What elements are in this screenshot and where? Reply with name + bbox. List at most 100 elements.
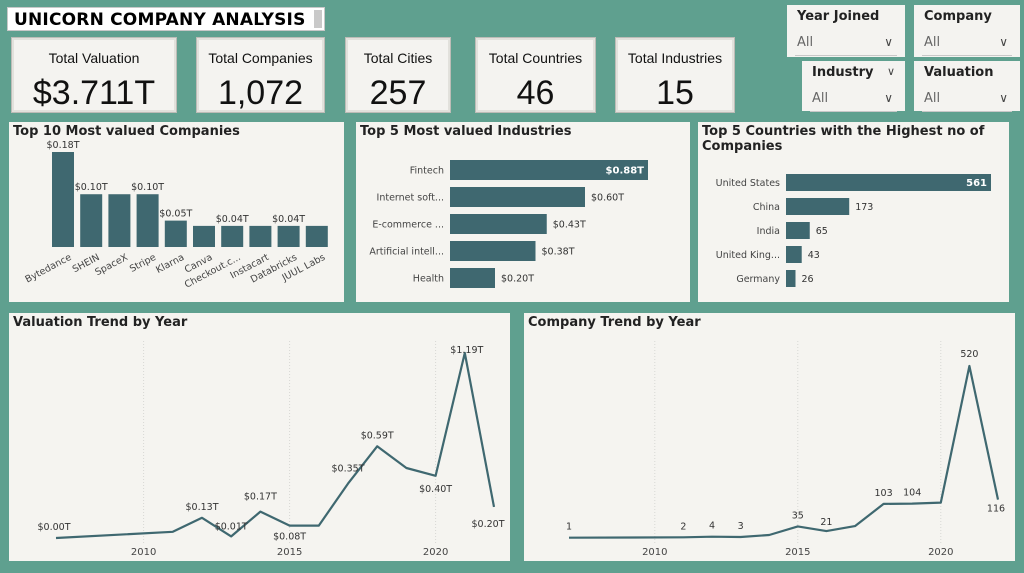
series-line bbox=[568, 364, 1000, 539]
card-total-countries: Total Countries 46 bbox=[475, 37, 596, 113]
y-tick-label: United States bbox=[716, 178, 780, 189]
slicer-underline bbox=[922, 111, 1012, 112]
data-label: 116 bbox=[987, 504, 1005, 515]
data-label: $0.00T bbox=[38, 522, 71, 533]
card-total-valuation: Total Valuation $3.711T bbox=[11, 37, 177, 113]
card-label: Total Cities bbox=[363, 50, 433, 66]
chart-title: Company Trend by Year bbox=[528, 315, 701, 330]
title-scrollbar[interactable] bbox=[314, 10, 322, 28]
data-label: $0.88T bbox=[606, 166, 645, 177]
data-label: $0.10T bbox=[75, 182, 108, 193]
card-label: Total Countries bbox=[488, 50, 583, 66]
data-label: 104 bbox=[903, 488, 921, 499]
data-label: 103 bbox=[875, 488, 893, 499]
card-value: 1,072 bbox=[217, 74, 304, 112]
y-tick-label: Fintech bbox=[410, 166, 444, 177]
x-tick-label: 2015 bbox=[277, 547, 302, 558]
bar bbox=[277, 225, 300, 247]
data-label: $0.60T bbox=[591, 193, 624, 204]
bar bbox=[221, 225, 244, 247]
slicer-value: All bbox=[924, 35, 941, 50]
bar bbox=[193, 225, 215, 247]
data-label: $0.04T bbox=[272, 214, 305, 225]
bar bbox=[164, 220, 187, 247]
bar bbox=[136, 194, 159, 247]
chevron-down-icon[interactable]: ∨ bbox=[886, 65, 895, 78]
slicer-underline bbox=[795, 55, 897, 56]
bar bbox=[52, 152, 74, 247]
bar bbox=[249, 225, 272, 247]
slicer-underline bbox=[922, 55, 1012, 56]
card-label: Total Industries bbox=[627, 50, 723, 66]
bar bbox=[786, 222, 810, 239]
card-total-industries: Total Industries 15 bbox=[615, 37, 735, 113]
data-label: 35 bbox=[792, 510, 804, 521]
data-label: $0.38T bbox=[542, 247, 575, 258]
x-tick-label: Klarna bbox=[154, 252, 186, 276]
dashboard-title: UNICORN COMPANY ANALYSIS bbox=[14, 10, 306, 30]
top-companies-chart: $0.18TBytedance$0.10TSHEINSpaceX$0.10TSt… bbox=[24, 140, 328, 291]
data-label: 1 bbox=[566, 522, 572, 533]
bar bbox=[450, 268, 495, 288]
slicer-value: All bbox=[797, 35, 814, 50]
card-label: Total Companies bbox=[208, 50, 313, 66]
data-label: $0.40T bbox=[419, 484, 452, 495]
chart-title: Top 5 Countries with the Highest no of C… bbox=[702, 124, 985, 154]
chart-title: Top 10 Most valued Companies bbox=[13, 124, 240, 139]
slicer-title: Year Joined bbox=[797, 9, 880, 24]
chevron-down-icon[interactable]: ∨ bbox=[999, 35, 1008, 49]
slicer-company[interactable]: Company All ∨ bbox=[914, 5, 1020, 57]
dashboard-title-box: UNICORN COMPANY ANALYSIS bbox=[7, 7, 325, 31]
slicer-underline bbox=[810, 111, 897, 112]
data-label: $0.04T bbox=[216, 214, 249, 225]
bar bbox=[305, 225, 328, 247]
chevron-down-icon[interactable]: ∨ bbox=[884, 35, 893, 49]
y-tick-label: India bbox=[757, 226, 780, 237]
chart-title: Valuation Trend by Year bbox=[13, 315, 188, 330]
slicer-valuation[interactable]: Valuation All ∨ bbox=[914, 61, 1020, 112]
data-label: 65 bbox=[816, 226, 828, 237]
data-label: 21 bbox=[820, 517, 832, 528]
data-label: $0.18T bbox=[47, 140, 80, 151]
panel-top-industries: Top 5 Most valued Industries Fintech $0.8… bbox=[356, 122, 690, 302]
bar bbox=[786, 174, 991, 191]
bar bbox=[450, 187, 585, 207]
bar bbox=[450, 160, 648, 180]
data-label: $0.01T bbox=[215, 521, 248, 532]
data-label: $0.59T bbox=[361, 430, 394, 441]
data-label: 173 bbox=[855, 202, 873, 213]
x-tick-label: 2020 bbox=[423, 547, 448, 558]
data-label: $0.08T bbox=[273, 532, 306, 543]
card-value: 46 bbox=[516, 74, 555, 112]
card-total-companies: Total Companies 1,072 bbox=[196, 37, 325, 113]
y-tick-label: Artificial intell... bbox=[369, 247, 444, 258]
data-label: 2 bbox=[680, 521, 686, 532]
panel-company-trend: Company Trend by Year 2010 2015 2020 1 2 4 3 35… bbox=[524, 313, 1015, 561]
data-label: $0.10T bbox=[131, 182, 164, 193]
slicer-value: All bbox=[812, 91, 829, 106]
y-tick-label: Germany bbox=[736, 274, 780, 285]
x-tick-label: 2010 bbox=[131, 547, 156, 558]
card-total-cities: Total Cities 257 bbox=[345, 37, 451, 113]
slicer-industry[interactable]: Industry ∨ All ∨ bbox=[802, 61, 905, 112]
data-label: 26 bbox=[802, 274, 814, 285]
card-value: 15 bbox=[656, 74, 694, 112]
y-tick-label: Health bbox=[413, 274, 444, 285]
chevron-down-icon[interactable]: ∨ bbox=[999, 91, 1008, 105]
panel-valuation-trend: Valuation Trend by Year 2010 2015 2020 $0.0… bbox=[9, 313, 510, 561]
y-tick-label: China bbox=[753, 202, 780, 213]
bar bbox=[450, 241, 536, 261]
data-label: $0.20T bbox=[501, 274, 534, 285]
top-countries-chart: United States 561 China 173 India 65 United Ki… bbox=[716, 174, 991, 287]
company-trend-chart: 2010 2015 2020 1 2 4 3 35 21 103 104 520 116 bbox=[566, 341, 1005, 558]
data-label: $0.17T bbox=[244, 492, 277, 503]
data-label: $0.20T bbox=[472, 519, 505, 530]
slicer-value: All bbox=[924, 91, 941, 106]
x-tick-label: Stripe bbox=[128, 252, 158, 275]
data-label: $1.19T bbox=[450, 345, 483, 356]
slicer-title: Industry bbox=[812, 65, 874, 80]
slicer-year-joined[interactable]: Year Joined All ∨ bbox=[787, 5, 905, 57]
bar bbox=[80, 194, 103, 247]
chevron-down-icon[interactable]: ∨ bbox=[884, 91, 893, 105]
y-tick-label: United King... bbox=[716, 250, 780, 261]
